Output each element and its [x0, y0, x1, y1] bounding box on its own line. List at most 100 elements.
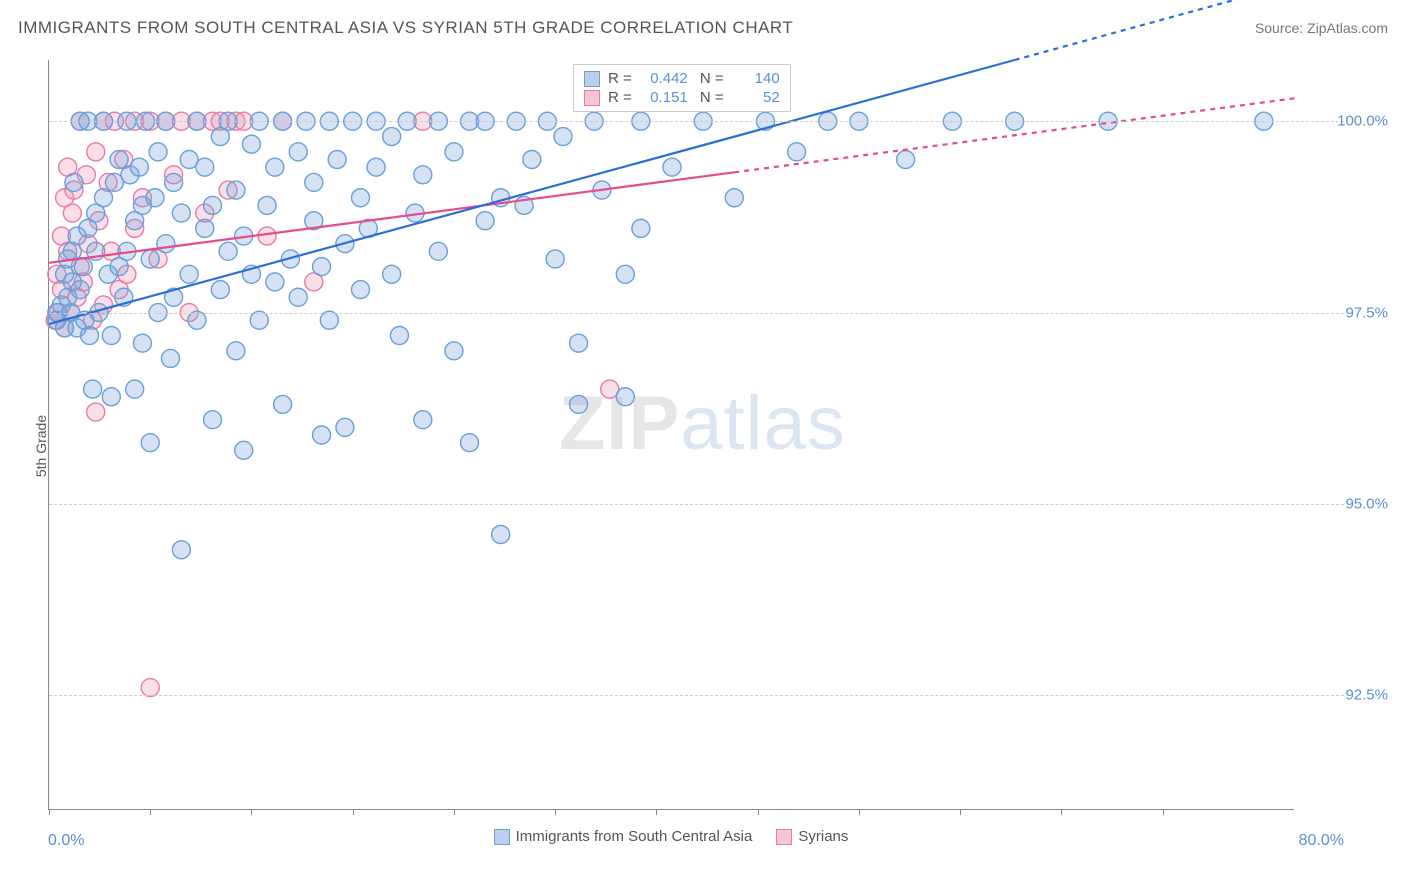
scatter-point-blue — [523, 150, 541, 168]
scatter-point-blue — [336, 418, 354, 436]
scatter-point-blue — [313, 426, 331, 444]
scatter-point-blue — [172, 541, 190, 559]
scatter-point-blue — [429, 242, 447, 260]
scatter-point-blue — [461, 434, 479, 452]
scatter-point-blue — [165, 173, 183, 191]
stats-swatch-blue — [584, 71, 600, 87]
scatter-point-blue — [616, 265, 634, 283]
scatter-point-blue — [235, 441, 253, 459]
x-tick — [656, 809, 657, 815]
y-axis-label: 5th Grade — [33, 415, 49, 477]
scatter-point-blue — [383, 128, 401, 146]
stats-row-blue: R = 0.442 N = 140 — [584, 69, 780, 88]
x-axis-max-label: 80.0% — [1299, 832, 1344, 850]
scatter-point-blue — [367, 158, 385, 176]
trend-line-pink-dashed — [734, 98, 1295, 172]
stats-n-label-2: N = — [696, 89, 724, 106]
trend-line-blue — [49, 60, 1015, 324]
scatter-point-blue — [266, 273, 284, 291]
x-tick — [859, 809, 860, 815]
scatter-point-blue — [196, 219, 214, 237]
x-tick — [49, 809, 50, 815]
scatter-point-blue — [161, 349, 179, 367]
scatter-point-blue — [258, 196, 276, 214]
x-tick — [1163, 809, 1164, 815]
bottom-legend: Immigrants from South Central Asia Syria… — [48, 828, 1294, 845]
scatter-point-blue — [554, 128, 572, 146]
scatter-point-blue — [725, 189, 743, 207]
legend-swatch-pink — [776, 829, 792, 845]
scatter-point-blue — [74, 258, 92, 276]
scatter-point-blue — [149, 143, 167, 161]
stats-r-pink: 0.151 — [640, 89, 688, 106]
chart-header: IMMIGRANTS FROM SOUTH CENTRAL ASIA VS SY… — [18, 18, 1388, 38]
scatter-point-blue — [383, 265, 401, 283]
stats-swatch-pink — [584, 90, 600, 106]
scatter-point-blue — [211, 281, 229, 299]
scatter-point-blue — [663, 158, 681, 176]
stats-n-label: N = — [696, 70, 724, 87]
scatter-point-blue — [141, 434, 159, 452]
scatter-point-blue — [289, 288, 307, 306]
scatter-point-blue — [80, 327, 98, 345]
scatter-point-blue — [172, 204, 190, 222]
y-tick-label: 92.5% — [1345, 687, 1388, 704]
gridline-h — [49, 313, 1344, 314]
scatter-point-blue — [313, 258, 331, 276]
scatter-point-blue — [570, 395, 588, 413]
scatter-point-blue — [788, 143, 806, 161]
y-tick-label: 97.5% — [1345, 304, 1388, 321]
source-label: Source: — [1255, 20, 1303, 36]
scatter-point-blue — [352, 281, 370, 299]
scatter-point-blue — [146, 189, 164, 207]
scatter-point-blue — [130, 158, 148, 176]
gridline-h — [49, 121, 1344, 122]
scatter-point-blue — [65, 173, 83, 191]
stats-n-pink: 52 — [732, 89, 780, 106]
scatter-point-blue — [188, 311, 206, 329]
chart-svg — [49, 60, 1294, 809]
scatter-point-pink — [258, 227, 276, 245]
scatter-point-blue — [414, 411, 432, 429]
scatter-point-blue — [476, 212, 494, 230]
legend-swatch-blue — [494, 829, 510, 845]
x-tick — [758, 809, 759, 815]
scatter-point-blue — [305, 173, 323, 191]
scatter-point-blue — [102, 388, 120, 406]
scatter-point-blue — [289, 143, 307, 161]
scatter-point-blue — [897, 150, 915, 168]
scatter-point-pink — [63, 204, 81, 222]
scatter-point-blue — [204, 411, 222, 429]
legend-label-blue: Immigrants from South Central Asia — [516, 828, 753, 845]
x-tick — [1061, 809, 1062, 815]
stats-r-label-2: R = — [608, 89, 632, 106]
scatter-point-blue — [133, 334, 151, 352]
scatter-point-blue — [266, 158, 284, 176]
x-tick — [454, 809, 455, 815]
stats-row-pink: R = 0.151 N = 52 — [584, 88, 780, 107]
scatter-point-pink — [141, 679, 159, 697]
y-tick-label: 100.0% — [1337, 113, 1388, 130]
x-tick — [251, 809, 252, 815]
scatter-point-blue — [84, 380, 102, 398]
scatter-point-blue — [180, 265, 198, 283]
gridline-h — [49, 504, 1344, 505]
scatter-point-blue — [242, 135, 260, 153]
x-tick — [150, 809, 151, 815]
chart-title: IMMIGRANTS FROM SOUTH CENTRAL ASIA VS SY… — [18, 18, 793, 38]
x-tick — [960, 809, 961, 815]
scatter-point-blue — [414, 166, 432, 184]
legend-item-pink: Syrians — [776, 828, 848, 845]
scatter-point-blue — [390, 327, 408, 345]
scatter-point-blue — [219, 242, 237, 260]
x-tick — [555, 809, 556, 815]
scatter-point-blue — [492, 525, 510, 543]
scatter-point-blue — [157, 235, 175, 253]
scatter-point-blue — [141, 250, 159, 268]
scatter-point-blue — [95, 189, 113, 207]
scatter-point-blue — [632, 219, 650, 237]
scatter-point-blue — [227, 181, 245, 199]
trend-line-pink — [49, 172, 734, 262]
scatter-point-blue — [352, 189, 370, 207]
scatter-point-blue — [616, 388, 634, 406]
